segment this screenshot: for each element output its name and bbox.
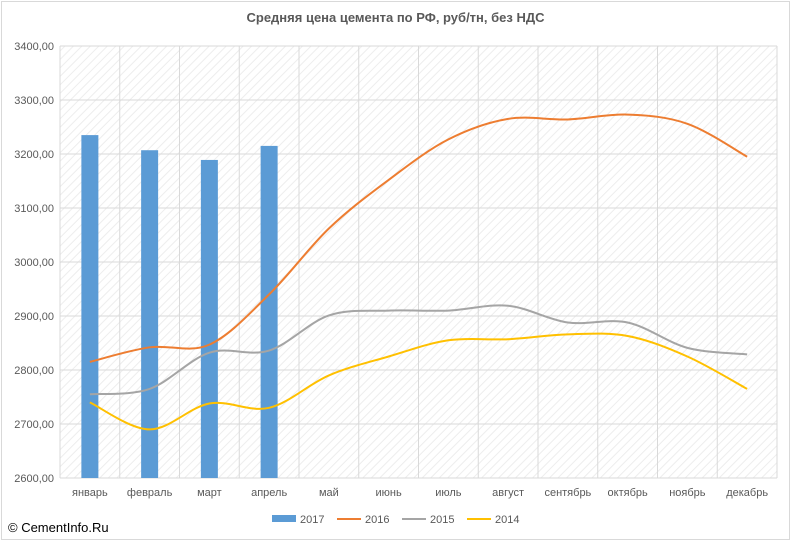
bar-2017 [141, 150, 159, 478]
legend-swatch-2017 [272, 515, 296, 522]
x-tick-label: сентябрь [544, 487, 591, 499]
x-tick-label: ноябрь [669, 487, 706, 499]
axes: 2600,00 2700,00 2800,00 2900,00 3000,00 3100,… [14, 41, 768, 499]
y-tick-label: 2800,00 [14, 365, 54, 377]
x-tick-label: февраль [127, 487, 173, 499]
y-tick-label: 3300,00 [14, 95, 54, 107]
y-tick-label: 3200,00 [14, 149, 54, 161]
y-tick-label: 3000,00 [14, 257, 54, 269]
x-tick-label: январь [72, 487, 108, 499]
legend-label-2015: 2015 [430, 514, 454, 526]
x-tick-label: апрель [251, 487, 287, 499]
line-2015 [89, 304, 748, 396]
bar-2017 [260, 145, 278, 478]
y-tick-label: 2600,00 [14, 473, 54, 485]
bar-series [81, 135, 278, 478]
chart-title: Средняя цена цемента по РФ, руб/тн, без … [246, 10, 545, 25]
x-tick-label: май [319, 487, 339, 499]
legend: 2017 2016 2015 2014 [272, 514, 519, 526]
y-tick-label: 2900,00 [14, 311, 54, 323]
x-tick-label: июль [435, 487, 462, 499]
x-tick-label: июнь [376, 487, 402, 499]
bar-2017 [200, 159, 218, 478]
line-2014 [89, 332, 748, 431]
legend-label-2014: 2014 [495, 514, 519, 526]
legend-label-2017: 2017 [300, 514, 324, 526]
legend-label-2016: 2016 [365, 514, 389, 526]
copyright-text: © CementInfo.Ru [8, 520, 109, 535]
x-tick-label: октябрь [608, 487, 648, 499]
line-series [89, 113, 748, 431]
x-tick-label: август [492, 487, 524, 499]
x-tick-label: март [197, 487, 222, 499]
bar-2017 [81, 135, 99, 478]
y-tick-label: 3100,00 [14, 203, 54, 215]
y-tick-label: 2700,00 [14, 419, 54, 431]
x-tick-label: декабрь [726, 487, 768, 499]
y-tick-label: 3400,00 [14, 41, 54, 53]
